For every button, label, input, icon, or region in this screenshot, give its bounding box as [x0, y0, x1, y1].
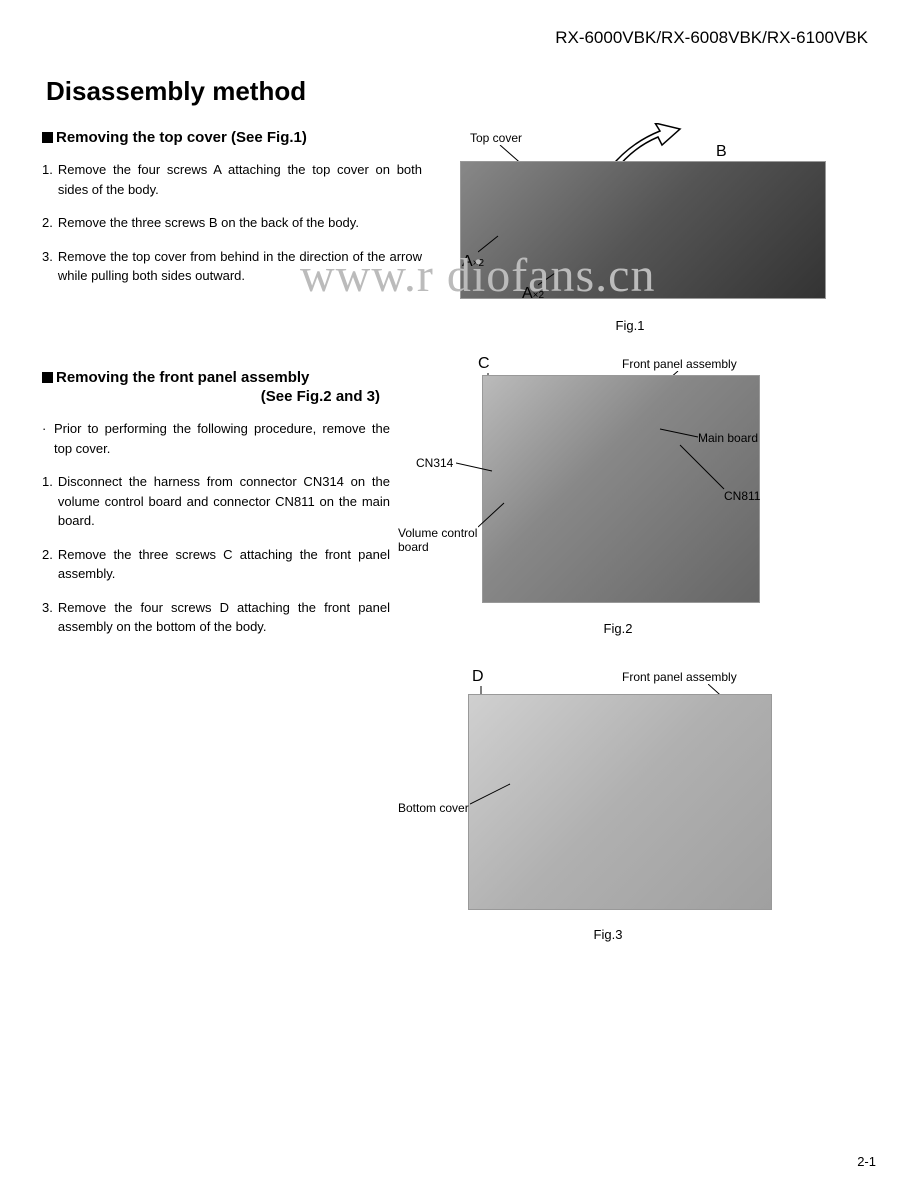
fig3-label-d: D — [472, 668, 484, 686]
fig2-label-cn811: CN811 — [724, 489, 760, 503]
step-text: Remove the four screws A attaching the t… — [58, 160, 422, 199]
page-number: 2-1 — [857, 1154, 876, 1169]
fig2-label-frontpanel: Front panel assembly — [622, 357, 737, 371]
step-number: 1. — [42, 160, 53, 199]
fig3-label-frontpanel: Front panel assembly — [622, 670, 737, 684]
fig1-label-b: B — [716, 143, 727, 161]
section2-heading-line2: (See Fig.2 and 3) — [42, 388, 390, 405]
bullet-step: · Prior to performing the following proc… — [42, 419, 390, 458]
bullet-dot-icon: · — [42, 419, 50, 458]
watermark-text: www.r diofans.cn — [300, 248, 655, 303]
bullet-square-icon — [42, 132, 53, 143]
fig2-label-volctrl2: board — [398, 540, 429, 554]
fig2-label-mainboard: Main board — [698, 431, 758, 445]
step-text: Disconnect the harness from connector CN… — [58, 472, 390, 531]
fig1-caption: Fig.1 — [430, 318, 830, 333]
fig3-container: D Front panel assembly Bottom cover Fig.… — [398, 666, 878, 946]
section2-heading: Removing the front panel assembly — [42, 369, 390, 386]
step: 3. Remove the four screws D attaching th… — [42, 598, 390, 637]
fig2-container: C Front panel assembly Main board CN314 — [398, 361, 878, 636]
step-text: Remove the three screws C attaching the … — [58, 545, 390, 584]
fig3-image — [468, 694, 772, 910]
fig1-label-topcover: Top cover — [470, 131, 522, 145]
bullet-square-icon — [42, 372, 53, 383]
section1-heading-text: Removing the top cover (See Fig.1) — [56, 129, 307, 146]
step: 1. Remove the four screws A attaching th… — [42, 160, 422, 199]
header-model: RX-6000VBK/RX-6008VBK/RX-6100VBK — [42, 28, 878, 48]
fig2-image — [482, 375, 760, 603]
step: 2. Remove the three screws B on the back… — [42, 213, 422, 233]
step-number: 2. — [42, 213, 53, 233]
step: 2. Remove the three screws C attaching t… — [42, 545, 390, 584]
section2-text: Removing the front panel assembly (See F… — [42, 369, 398, 946]
page-title: Disassembly method — [46, 76, 878, 107]
section2-heading-text: Removing the front panel assembly — [56, 369, 309, 386]
step-number: 1. — [42, 472, 53, 531]
step-number: 2. — [42, 545, 53, 584]
fig2-label-volctrl1: Volume control — [398, 526, 477, 540]
fig3-caption: Fig.3 — [398, 927, 818, 942]
step: 1. Disconnect the harness from connector… — [42, 472, 390, 531]
fig3-label-bottomcover: Bottom cover — [398, 801, 469, 815]
fig2-label-c: C — [478, 355, 490, 373]
step-text: Prior to performing the following proced… — [54, 419, 390, 458]
step-number: 3. — [42, 598, 53, 637]
fig2-caption: Fig.2 — [398, 621, 838, 636]
section1-heading: Removing the top cover (See Fig.1) — [42, 129, 422, 146]
step-number: 3. — [42, 247, 53, 286]
step-text: Remove the three screws B on the back of… — [58, 213, 422, 233]
step-text: Remove the four screws D attaching the f… — [58, 598, 390, 637]
fig2-label-cn314: CN314 — [416, 456, 453, 470]
